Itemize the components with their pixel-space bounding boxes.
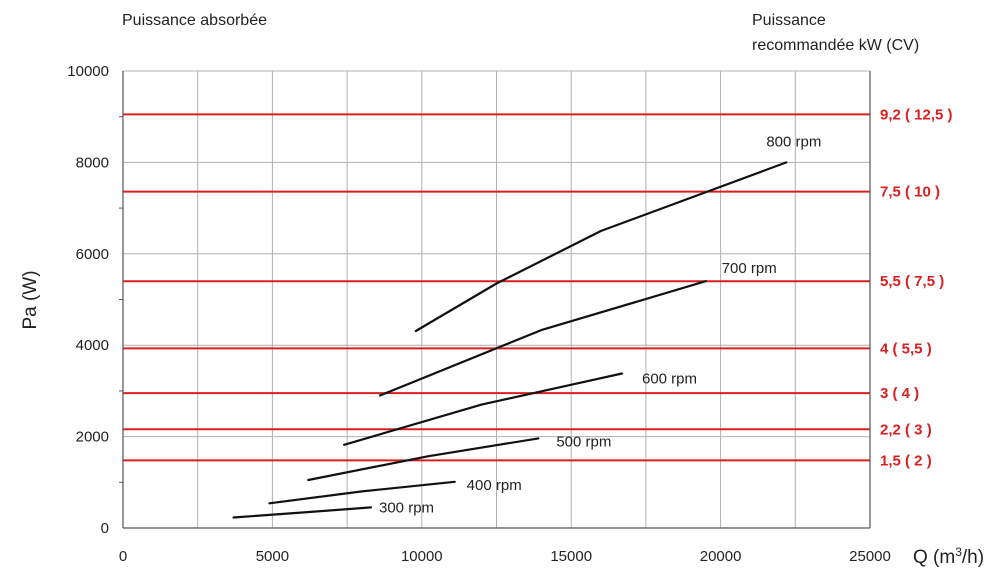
right-header-title-line2: recommandée kW (CV) xyxy=(752,37,920,54)
power-label: 5,5 ( 7,5 ) xyxy=(880,273,944,290)
x-tick-label: 0 xyxy=(119,548,127,565)
rpm-curve xyxy=(307,437,540,482)
y-tick-label: 8000 xyxy=(76,154,109,171)
tick-labels: 0 2000 4000 6000 8000 10000 0 5000 10000 15000 200… xyxy=(67,63,891,565)
y-tick-label: 4000 xyxy=(76,337,109,354)
axes xyxy=(119,71,871,529)
y-tick-label: 10000 xyxy=(67,63,109,80)
rpm-label: 300 rpm xyxy=(379,499,434,516)
power-label: 2,2 ( 3 ) xyxy=(880,421,932,438)
rpm-label: 600 rpm xyxy=(642,371,697,388)
rpm-curve xyxy=(414,161,788,333)
y-tick-label: 2000 xyxy=(76,429,109,446)
x-tick-label: 20000 xyxy=(700,548,742,565)
right-header-title-line1: Puissance xyxy=(752,12,826,29)
x-tick-label: 25000 xyxy=(849,548,891,565)
rpm-label: 700 rpm xyxy=(722,260,777,277)
rpm-label: 800 rpm xyxy=(766,133,821,150)
power-label: 9,2 ( 12,5 ) xyxy=(880,106,953,123)
x-tick-label: 5000 xyxy=(256,548,289,565)
x-axis-title: Q (m3/h) xyxy=(913,545,984,568)
power-label: 3 ( 4 ) xyxy=(880,385,919,402)
power-label: 7,5 ( 10 ) xyxy=(880,184,940,201)
rpm-curve xyxy=(378,280,707,397)
x-tick-label: 10000 xyxy=(401,548,443,565)
y-tick-label: 6000 xyxy=(76,246,109,263)
y-tick-label: 0 xyxy=(101,520,109,537)
rpm-curve xyxy=(343,372,624,446)
rpm-curve xyxy=(232,506,373,519)
rpm-curve xyxy=(268,480,456,505)
rpm-label: 500 rpm xyxy=(556,433,611,450)
rpm-curves: 300 rpm 400 rpm 500 rpm 600 rpm 700 rpm 800 r… xyxy=(232,133,821,519)
power-label: 4 ( 5,5 ) xyxy=(880,340,932,357)
left-header-title: Puissance absorbée xyxy=(122,12,267,29)
x-tick-label: 15000 xyxy=(550,548,592,565)
power-label: 1,5 ( 2 ) xyxy=(880,452,932,469)
y-axis-title: Pa (W) xyxy=(20,270,41,329)
recommended-power-lines: 1,5 ( 2 ) 2,2 ( 3 ) 3 ( 4 ) 4 ( 5,5 ) 5,5 ( … xyxy=(123,106,953,469)
rpm-label: 400 rpm xyxy=(467,477,522,494)
